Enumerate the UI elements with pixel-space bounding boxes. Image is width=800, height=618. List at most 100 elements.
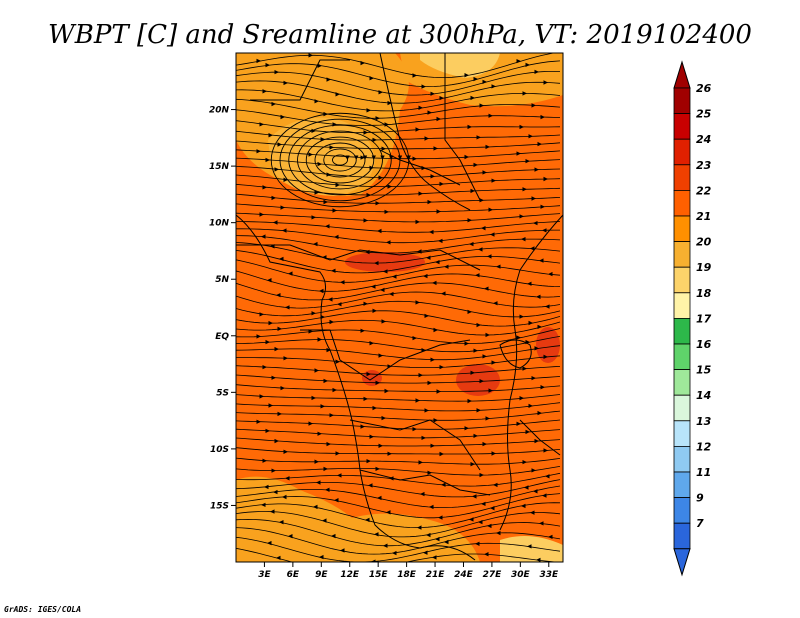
map-panel bbox=[235, 52, 564, 563]
streamline-arrow bbox=[375, 380, 380, 385]
streamline-arrow bbox=[271, 101, 276, 107]
streamline-arrow bbox=[470, 95, 475, 101]
streamline-arrow bbox=[528, 320, 533, 326]
streamline bbox=[236, 536, 561, 562]
warm-patch-lakes bbox=[536, 327, 560, 363]
streamline-arrow bbox=[392, 550, 397, 556]
streamline-arrow bbox=[322, 518, 327, 523]
border-5 bbox=[349, 419, 481, 471]
streamline-arrow bbox=[438, 238, 443, 244]
streamline-arrow bbox=[545, 304, 550, 309]
colorbar-label: 7 bbox=[696, 517, 704, 530]
streamline-arrow bbox=[334, 234, 339, 240]
streamline-arrow bbox=[418, 373, 423, 378]
streamline-arrow bbox=[335, 451, 340, 456]
streamline-arrow bbox=[387, 184, 392, 189]
streamline-arrow bbox=[516, 421, 521, 426]
streamline-arrow bbox=[363, 218, 368, 223]
streamline-arrow bbox=[516, 151, 521, 156]
streamline-arrow bbox=[418, 105, 423, 110]
streamline-arrow bbox=[491, 178, 496, 183]
streamline-arrow bbox=[268, 320, 273, 326]
streamline-arrow bbox=[265, 428, 270, 433]
streamline bbox=[236, 402, 561, 412]
streamline-arrow bbox=[271, 375, 276, 380]
streamline-arrow bbox=[521, 237, 526, 242]
streamline bbox=[236, 282, 561, 301]
streamline-arrow bbox=[464, 154, 469, 160]
streamline-arrow bbox=[412, 156, 417, 161]
streamline-arrow bbox=[415, 398, 420, 403]
colorbar-bottom-arrow bbox=[673, 548, 691, 577]
streamline-arrow bbox=[267, 278, 272, 283]
lon-tick-label: 9E bbox=[315, 570, 328, 580]
streamline bbox=[236, 437, 561, 447]
streamline-arrow bbox=[537, 410, 542, 416]
lat-tick-label: 10S bbox=[210, 445, 229, 455]
streamline bbox=[236, 174, 561, 187]
colorbar-label: 24 bbox=[696, 133, 711, 146]
colorbar-label: 15 bbox=[696, 364, 712, 377]
streamline-arrow bbox=[415, 127, 420, 132]
streamline-arrow bbox=[314, 368, 319, 373]
streamline-arrow bbox=[421, 84, 426, 89]
streamline-arrow bbox=[389, 291, 394, 297]
streamline-arrow bbox=[528, 134, 533, 139]
streamline-arrow bbox=[548, 534, 553, 539]
streamline-arrow bbox=[490, 232, 495, 237]
streamline-arrow bbox=[268, 403, 273, 408]
streamline-arrow bbox=[467, 309, 472, 314]
streamline-arrow bbox=[519, 396, 524, 401]
streamline bbox=[236, 485, 561, 508]
streamline-arrow bbox=[311, 311, 316, 316]
lake-victoria bbox=[499, 339, 532, 369]
streamline-arrow bbox=[418, 191, 423, 196]
streamline bbox=[236, 228, 560, 244]
lon-tick-label: 21E bbox=[426, 570, 446, 580]
streamline-arrow bbox=[311, 215, 316, 220]
streamline bbox=[236, 466, 561, 476]
streamline-arrow bbox=[332, 208, 337, 213]
streamline-arrow bbox=[273, 489, 278, 495]
streamline-arrow bbox=[534, 167, 539, 172]
streamline-arrow bbox=[314, 99, 319, 104]
warm-patch-central bbox=[345, 252, 425, 272]
streamline-arrow bbox=[525, 429, 530, 435]
streamline-arrow bbox=[522, 91, 527, 96]
streamline-arrow bbox=[482, 354, 487, 359]
streamline-arrow bbox=[479, 103, 484, 108]
streamline-arrow bbox=[366, 459, 371, 464]
streamline bbox=[236, 319, 561, 336]
streamline-arrow bbox=[467, 124, 472, 130]
streamline-arrow bbox=[285, 305, 290, 310]
streamline bbox=[236, 183, 561, 196]
lon-tick-label: 27E bbox=[483, 570, 503, 580]
colorbar-swatch bbox=[673, 497, 691, 524]
streamline-arrow bbox=[543, 176, 548, 182]
streamline-arrow bbox=[360, 60, 365, 66]
streamline-arrow bbox=[271, 195, 276, 201]
streamline-arrow bbox=[476, 408, 481, 413]
streamline-arrow bbox=[381, 415, 386, 421]
streamline-arrow bbox=[534, 438, 539, 444]
streamline-arrow bbox=[383, 543, 388, 548]
streamline bbox=[236, 355, 561, 368]
streamline-arrow bbox=[522, 366, 527, 371]
streamline-arrow bbox=[423, 550, 428, 555]
streamline-arrow bbox=[323, 378, 328, 384]
streamline-arrow bbox=[375, 201, 380, 206]
colorbar-label: 23 bbox=[696, 159, 712, 172]
streamline-arrow bbox=[377, 228, 382, 234]
streamline-arrow bbox=[259, 312, 264, 317]
streamline bbox=[236, 270, 561, 292]
streamline-arrow bbox=[424, 136, 429, 141]
colorbar-swatch bbox=[673, 369, 691, 396]
streamline-arrow bbox=[430, 91, 435, 96]
streamline-arrow bbox=[438, 515, 443, 520]
credit-label: GrADS: IGES/COLA bbox=[4, 605, 81, 614]
colorbar: 26 25 24 23 22 21 20 19 18 17 16 15 14 13 12 11 9 7 bbox=[673, 60, 712, 577]
streamline-arrow bbox=[484, 286, 489, 291]
streamline-arrow bbox=[485, 144, 490, 150]
streamline-arrow bbox=[427, 380, 432, 386]
streamline-arrow bbox=[276, 555, 281, 560]
